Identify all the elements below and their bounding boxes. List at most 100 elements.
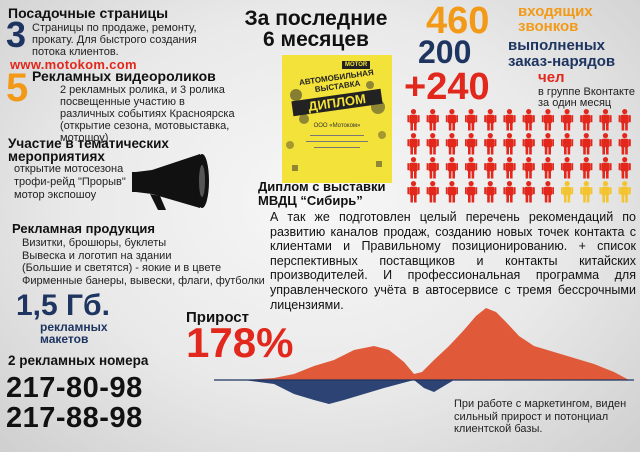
growth-area-chart <box>214 308 634 404</box>
diploma-badge: MOTOR <box>342 61 371 69</box>
orders-label1: выполненых <box>508 37 606 54</box>
person-icon <box>484 181 497 203</box>
diploma-image: MOTOR АВТОМОБИЛЬНАЯ ВЫСТАВКА ДИПЛОМ ООО … <box>282 55 392 183</box>
period-line2: 6 месяцев <box>263 28 369 51</box>
person-icon <box>561 181 574 203</box>
person-icon <box>407 109 420 131</box>
person-icon <box>503 133 516 155</box>
event-item: трофи-рейд "Прорыв" <box>14 176 126 188</box>
vk-label1: чел <box>538 69 565 86</box>
person-icon <box>465 109 478 131</box>
person-icon <box>580 181 593 203</box>
person-icon <box>445 181 458 203</box>
person-icon <box>484 109 497 131</box>
orders-number: 200 <box>418 34 472 70</box>
person-icon <box>407 157 420 179</box>
videos-title: Рекламных видеороликов <box>32 68 216 84</box>
phone-number: 217-80-98 <box>6 372 143 404</box>
person-icon <box>599 157 612 179</box>
growth-value: 178% <box>186 319 294 366</box>
videos-number: 5 <box>6 66 29 110</box>
person-icon <box>618 157 631 179</box>
person-icon <box>407 181 420 203</box>
event-item: открытие мотосезона <box>14 163 124 175</box>
diploma-line <box>310 135 364 136</box>
person-icon <box>522 109 535 131</box>
person-icon <box>599 109 612 131</box>
diploma-org: ООО «Мотоком» <box>313 123 361 129</box>
person-icon <box>445 157 458 179</box>
vk-label3: за один месяц <box>538 97 612 109</box>
events-title: Участие в тематических мероприятиях <box>8 136 169 164</box>
materials-label2: макетов <box>40 332 89 346</box>
vk-number: +240 <box>404 66 490 108</box>
person-icon <box>580 133 593 155</box>
phone-number: 217-88-98 <box>6 402 143 434</box>
diploma-caption2: МВДЦ “Сибирь” <box>258 193 363 208</box>
person-icon <box>465 157 478 179</box>
events-list: открытие мотосезона трофи-рейд "Прорыв" … <box>14 163 126 202</box>
phones-list: 217-80-98 217-88-98 <box>6 373 143 433</box>
person-icon <box>618 133 631 155</box>
person-icon <box>522 181 535 203</box>
person-icon <box>484 133 497 155</box>
person-icon <box>580 109 593 131</box>
person-icon <box>541 109 554 131</box>
phones-title: 2 рекламных номера <box>8 353 149 368</box>
person-icon <box>445 109 458 131</box>
period-header: За последние 6 месяцев <box>226 8 406 50</box>
calls-label2: звонков <box>518 18 579 35</box>
person-icon <box>618 181 631 203</box>
orders-label2: заказ-нарядов <box>508 53 616 70</box>
recommend-text: А так же подготовлен целый перечень реко… <box>270 210 636 312</box>
materials-size: 1,5 Гб. <box>16 289 110 322</box>
person-icon <box>522 133 535 155</box>
person-icon <box>426 157 439 179</box>
materials-label1: рекламных <box>40 320 108 334</box>
event-item: мотор экспошоу <box>14 189 97 201</box>
person-icon <box>599 133 612 155</box>
person-icon <box>426 109 439 131</box>
print-title: Рекламная продукция <box>12 221 155 236</box>
print-item: (Большие и светятся) - яокие и в цвете <box>22 262 222 274</box>
vk-label2: в группе Вконтакте <box>538 86 635 98</box>
person-icon <box>445 133 458 155</box>
person-icon <box>484 157 497 179</box>
person-icon <box>541 157 554 179</box>
diploma-line <box>314 147 360 148</box>
person-icon <box>561 109 574 131</box>
print-list: Визитки, брошюры, буклеты Вывеска и лого… <box>22 237 267 287</box>
person-icon <box>618 109 631 131</box>
site-link[interactable]: www.motokom.com <box>10 57 137 72</box>
growth-note: При работе с маркетингом, виден сильный … <box>454 398 627 435</box>
calls-number: 460 <box>426 0 490 42</box>
print-item: Визитки, брошюры, буклеты <box>22 237 167 249</box>
diploma-caption1: Диплом с выставки <box>258 179 386 194</box>
person-icon <box>503 157 516 179</box>
diploma-pattern <box>286 81 386 171</box>
diploma-caption: Диплом с выставки МВДЦ “Сибирь” <box>258 180 385 208</box>
person-icon <box>465 181 478 203</box>
person-icon <box>522 157 535 179</box>
person-icon <box>503 109 516 131</box>
videos-text: 2 рекламных ролика, и 3 ролика посвещенн… <box>60 84 235 144</box>
period-line1: За последние <box>244 7 388 30</box>
person-icon <box>426 181 439 203</box>
landing-number: 3 <box>6 14 27 55</box>
person-icon <box>426 133 439 155</box>
calls-label1: входящих <box>518 3 593 20</box>
growth-area-negative <box>214 380 634 404</box>
people-grid <box>407 109 631 203</box>
person-icon <box>599 181 612 203</box>
person-icon <box>407 133 420 155</box>
person-icon <box>503 181 516 203</box>
person-icon <box>541 181 554 203</box>
person-icon <box>465 133 478 155</box>
growth-area-positive <box>214 308 634 380</box>
person-icon <box>561 133 574 155</box>
print-item: Фирменные банеры, вывески, флаги, футбол… <box>22 274 265 287</box>
person-icon <box>541 133 554 155</box>
landing-title: Посадочные страницы <box>8 5 169 21</box>
megaphone-icon <box>132 154 209 210</box>
